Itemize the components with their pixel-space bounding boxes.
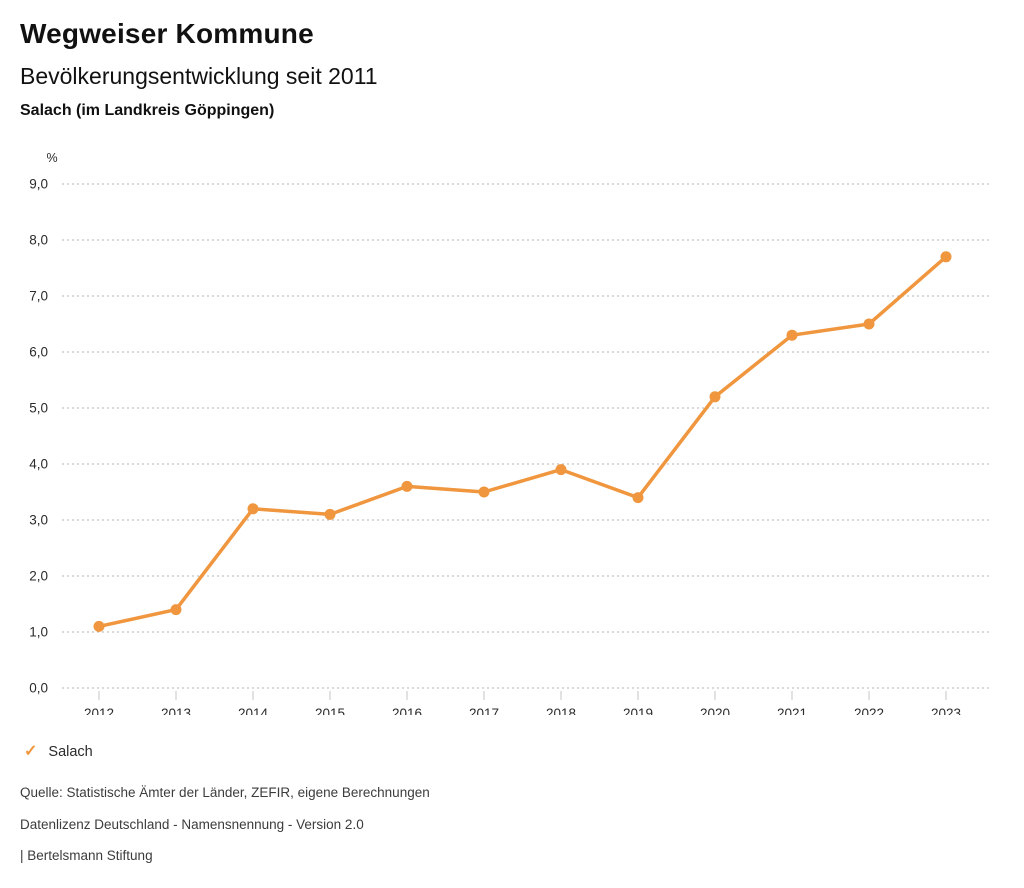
data-point[interactable] — [863, 318, 875, 330]
y-tick-label: 5,0 — [29, 401, 48, 416]
data-point[interactable] — [632, 492, 644, 504]
data-point[interactable] — [786, 329, 798, 341]
attribution-note: | Bertelsmann Stiftung — [20, 848, 153, 863]
data-point[interactable] — [709, 391, 721, 403]
x-tick-label: 2016 — [392, 706, 422, 715]
x-tick-label: 2017 — [469, 706, 499, 715]
x-tick-label: 2021 — [777, 706, 807, 715]
y-tick-label: 1,0 — [29, 625, 48, 640]
region-title: Salach (im Landkreis Göppingen) — [20, 102, 275, 119]
x-tick-label: 2022 — [854, 706, 884, 715]
data-point[interactable] — [555, 464, 567, 476]
population-line-chart: % 0,0 1,0 2,0 3,0 4,0 5,0 6,0 7,0 8,0 9,0 2012 2013 2… — [29, 151, 992, 715]
source-note: Quelle: Statistische Ämter der Länder, Z… — [20, 785, 430, 800]
x-tick-label: 2019 — [623, 706, 653, 715]
y-axis-unit-label: % — [46, 151, 57, 165]
legend-check-icon[interactable]: ✓ — [24, 743, 38, 760]
x-tick-label: 2020 — [700, 706, 730, 715]
x-tick-label: 2015 — [315, 706, 345, 715]
x-tick-label: 2014 — [238, 706, 269, 715]
data-point[interactable] — [170, 604, 182, 616]
chart-legend-item[interactable]: ✓ Salach — [24, 743, 93, 761]
data-point[interactable] — [93, 620, 105, 632]
data-point[interactable] — [247, 503, 259, 515]
page-title: Wegweiser Kommune — [20, 18, 314, 49]
y-tick-label: 0,0 — [29, 681, 48, 696]
x-tick-label: 2023 — [931, 706, 961, 715]
data-point[interactable] — [401, 480, 413, 492]
data-point[interactable] — [940, 251, 952, 263]
y-tick-label: 4,0 — [29, 457, 48, 472]
chart-subtitle: Bevölkerungsentwicklung seit 2011 — [20, 63, 378, 89]
x-tick-label: 2013 — [161, 706, 191, 715]
legend-label[interactable]: Salach — [48, 744, 93, 760]
license-note: Datenlizenz Deutschland - Namensnennung … — [20, 817, 364, 832]
y-tick-label: 3,0 — [29, 513, 48, 528]
series-line-salach — [97, 255, 948, 629]
y-tick-label: 6,0 — [29, 345, 48, 360]
y-tick-label: 8,0 — [29, 233, 48, 248]
y-tick-label: 9,0 — [29, 177, 48, 192]
y-tick-label: 7,0 — [29, 289, 48, 304]
x-tick-label: 2012 — [84, 706, 114, 715]
data-point[interactable] — [478, 486, 490, 498]
y-tick-label: 2,0 — [29, 569, 48, 584]
x-tick-label: 2018 — [546, 706, 576, 715]
data-point[interactable] — [324, 508, 336, 520]
